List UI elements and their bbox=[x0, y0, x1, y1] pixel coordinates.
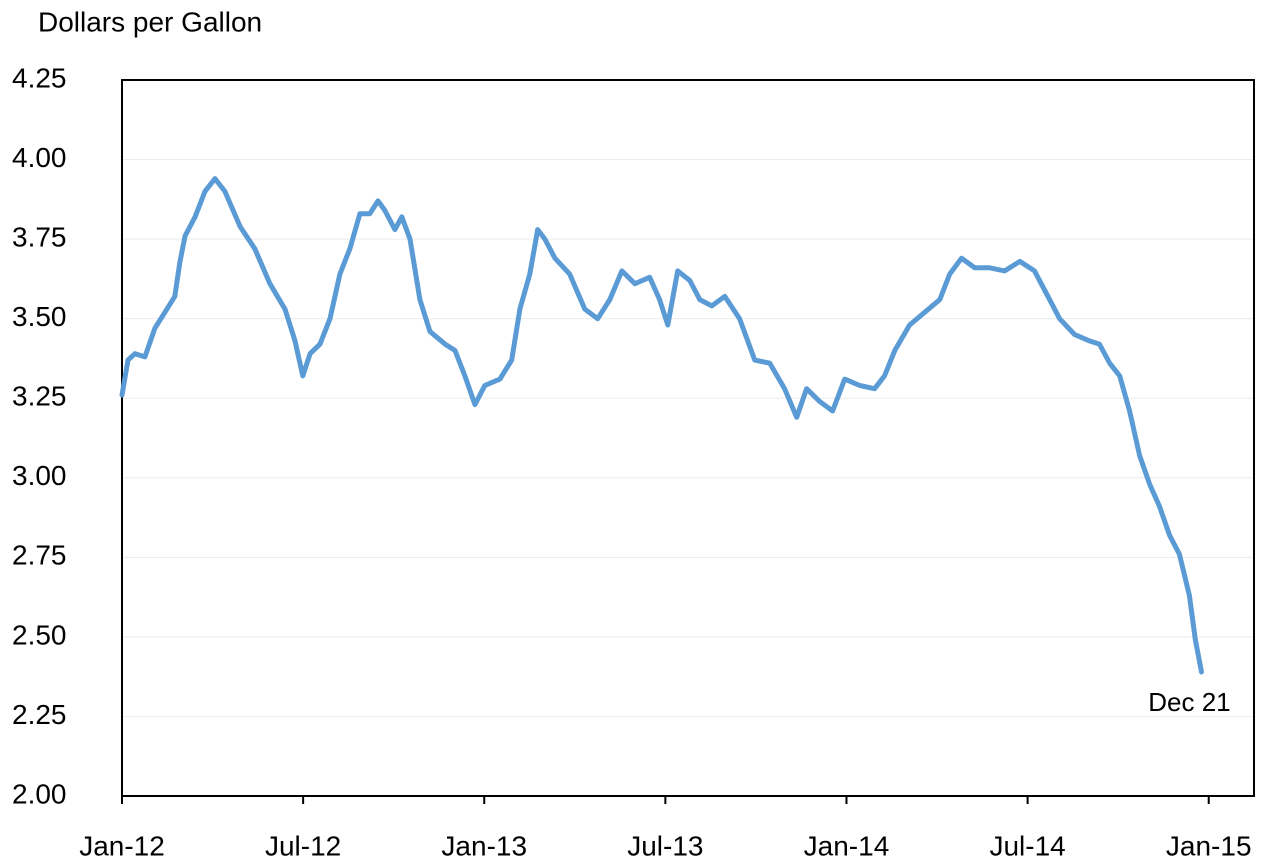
x-tick-label: Jul-14 bbox=[989, 830, 1065, 861]
x-tick-label: Jan-12 bbox=[79, 830, 165, 861]
x-tick-label: Jan-14 bbox=[804, 830, 890, 861]
y-tick-label: 2.50 bbox=[12, 619, 67, 650]
y-tick-label: 3.00 bbox=[12, 460, 67, 491]
x-tick-label: Jan-13 bbox=[441, 830, 527, 861]
y-tick-label: 2.25 bbox=[12, 699, 67, 730]
y-tick-label: 3.50 bbox=[12, 301, 67, 332]
price-line bbox=[119, 176, 1204, 675]
x-tick-label: Jul-12 bbox=[265, 830, 341, 861]
y-tick-label: 4.25 bbox=[12, 62, 67, 93]
y-tick-label: 2.75 bbox=[12, 540, 67, 571]
annotation: Dec 21 bbox=[1148, 687, 1230, 717]
y-tick-label: 3.75 bbox=[12, 222, 67, 253]
x-tick-label: Jul-13 bbox=[627, 830, 703, 861]
x-tick-label: Jan-15 bbox=[1166, 830, 1252, 861]
y-tick-label: 3.25 bbox=[12, 381, 67, 412]
y-tick-label: 2.00 bbox=[12, 778, 67, 809]
plot-frame bbox=[121, 79, 1255, 797]
y-tick-label: 4.00 bbox=[12, 142, 67, 173]
y-axis-label: Dollars per Gallon bbox=[38, 6, 262, 37]
